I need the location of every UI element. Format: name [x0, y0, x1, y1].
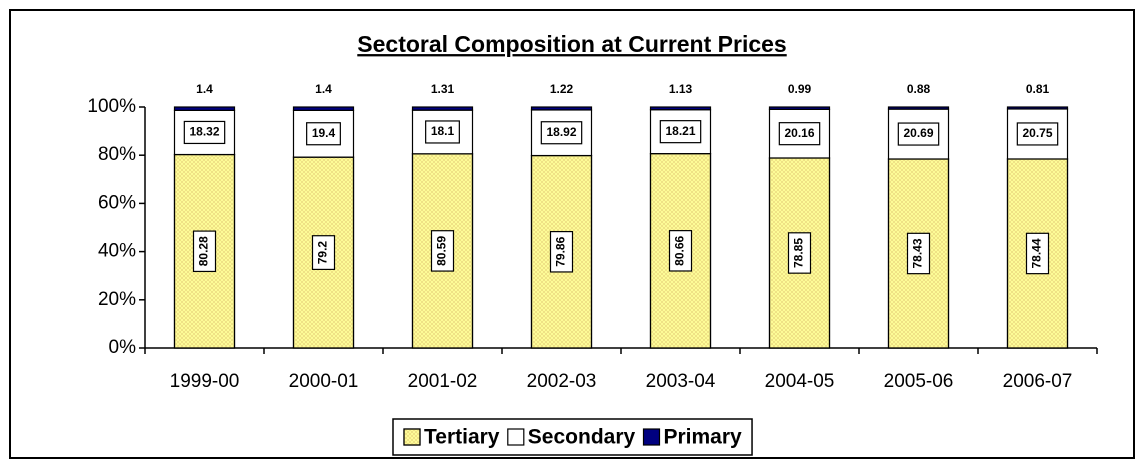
data-label: 18.92	[546, 125, 576, 139]
y-tick-label: 40%	[98, 241, 136, 262]
data-label-box	[1016, 122, 1059, 146]
x-tick-label: 2001-02	[408, 371, 478, 392]
data-label: 1.4	[196, 82, 213, 96]
legend-label: Tertiary	[424, 426, 500, 449]
data-label: 20.75	[1022, 126, 1052, 140]
data-label: 79.86	[554, 236, 568, 266]
data-label-group: 18.1	[425, 120, 460, 144]
data-label-box	[906, 232, 931, 275]
data-label: 1.4	[315, 82, 332, 96]
y-tick-label: 60%	[98, 192, 136, 213]
data-label-group: 80.66	[668, 230, 693, 272]
data-label-group: 20.69	[897, 122, 940, 146]
data-label: 18.1	[431, 124, 455, 138]
data-label-group: 79.2	[311, 235, 336, 271]
x-tick-label: 2004-05	[765, 371, 835, 392]
bar-segment	[649, 106, 712, 111]
data-label-box	[787, 232, 812, 274]
y-tick-label: 100%	[87, 96, 136, 117]
legend-swatch	[507, 428, 525, 446]
data-label-group: 19.4	[306, 122, 341, 146]
data-label-group: 78.43	[906, 232, 931, 275]
data-label: 78.44	[1030, 238, 1044, 268]
data-label-box	[183, 120, 226, 145]
data-label-box	[192, 230, 217, 273]
data-label: 19.4	[312, 126, 336, 140]
data-label-group: 78.85	[787, 232, 812, 274]
data-label-group: 79.86	[549, 230, 574, 273]
bar-segment	[411, 106, 474, 111]
data-label-group: 20.75	[1016, 122, 1059, 146]
x-tick-label: 1999-00	[170, 371, 240, 392]
y-tick-label: 0%	[109, 337, 137, 358]
data-label: 18.32	[189, 125, 219, 139]
data-label-box	[659, 120, 702, 144]
data-label: 78.85	[792, 238, 806, 268]
data-label-box	[1025, 232, 1050, 275]
legend-label: Secondary	[528, 426, 636, 449]
bar-segment	[768, 106, 831, 110]
chart-title: Sectoral Composition at Current Prices	[357, 31, 786, 57]
bar-segment	[887, 106, 950, 110]
data-label: 1.31	[431, 82, 455, 96]
legend-box	[392, 418, 753, 456]
bar-segment	[292, 106, 355, 111]
x-tick-label: 2005-06	[884, 371, 954, 392]
data-label: 0.99	[788, 82, 812, 96]
data-label: 80.59	[435, 236, 449, 266]
data-label: 80.66	[673, 235, 687, 265]
x-tick-label: 2002-03	[527, 371, 597, 392]
x-tick-label: 2006-07	[1003, 371, 1073, 392]
data-label: 18.21	[665, 124, 695, 138]
legend-swatch-pattern	[403, 428, 421, 446]
data-label: 0.88	[907, 82, 931, 96]
data-label: 1.13	[669, 82, 693, 96]
data-label-box	[306, 122, 341, 146]
data-label-group: 80.28	[192, 230, 217, 273]
data-label-box	[430, 230, 455, 272]
data-label: 20.16	[784, 126, 814, 140]
y-tick-label: 80%	[98, 144, 136, 165]
data-label: 1.22	[550, 82, 574, 96]
data-label-group: 20.16	[778, 122, 821, 146]
data-label: 20.69	[903, 126, 933, 140]
data-label-box	[897, 122, 940, 146]
data-label-box	[549, 230, 574, 273]
data-label: 80.28	[197, 236, 211, 266]
data-label-group: 80.59	[430, 230, 455, 272]
y-tick-label: 20%	[98, 289, 136, 310]
data-label-group: 78.44	[1025, 232, 1050, 275]
x-tick-label: 2000-01	[289, 371, 359, 392]
bar-segment	[530, 106, 593, 111]
bar-segment	[173, 106, 236, 111]
data-label-box	[668, 230, 693, 272]
data-label-box	[540, 121, 583, 145]
legend: Tertiary Secondary Primary	[392, 418, 753, 456]
x-tick-label: 2003-04	[646, 371, 716, 392]
data-label: 79.2	[316, 241, 330, 265]
data-label-box	[425, 120, 460, 144]
legend-label: Primary	[663, 426, 742, 449]
data-label-group: 18.32	[183, 120, 226, 145]
data-label: 78.43	[911, 238, 925, 268]
data-label-box	[778, 122, 821, 146]
data-label-group: 18.92	[540, 121, 583, 145]
data-label: 0.81	[1026, 82, 1050, 96]
bar-segment	[1006, 106, 1069, 110]
legend-swatch	[642, 428, 661, 446]
data-label-group: 18.21	[659, 120, 702, 144]
data-label-box	[311, 235, 336, 271]
